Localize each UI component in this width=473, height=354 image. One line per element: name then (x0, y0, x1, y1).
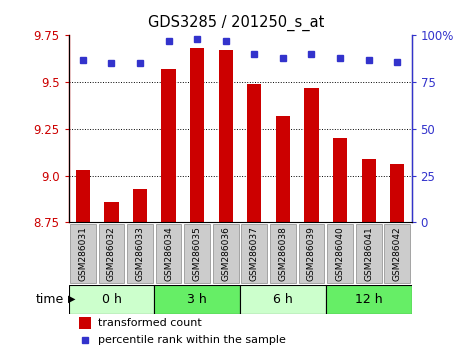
Bar (76, 170, 90, 222)
FancyBboxPatch shape (385, 224, 410, 283)
Text: 3 h: 3 h (187, 293, 207, 306)
Text: GSM286032: GSM286032 (107, 226, 116, 281)
Bar (247, 84, 262, 222)
Text: time: time (35, 293, 64, 306)
FancyBboxPatch shape (298, 224, 324, 283)
Text: 0 h: 0 h (102, 293, 122, 306)
Text: GSM286035: GSM286035 (193, 226, 201, 281)
Bar (304, 88, 319, 222)
Text: 12 h: 12 h (355, 293, 383, 306)
FancyBboxPatch shape (70, 224, 96, 283)
FancyBboxPatch shape (156, 224, 182, 283)
Text: transformed count: transformed count (98, 318, 201, 328)
Text: GSM286040: GSM286040 (335, 226, 344, 281)
Bar (105, 202, 119, 222)
Text: GSM286034: GSM286034 (164, 226, 173, 281)
FancyBboxPatch shape (154, 285, 240, 314)
FancyBboxPatch shape (327, 224, 353, 283)
Text: ▶: ▶ (68, 294, 75, 304)
Bar (390, 164, 404, 222)
FancyBboxPatch shape (98, 224, 124, 283)
Bar (79, 317, 91, 329)
FancyBboxPatch shape (69, 285, 154, 314)
FancyBboxPatch shape (240, 285, 326, 314)
Bar (161, 69, 176, 222)
Text: GSM286042: GSM286042 (393, 226, 402, 281)
Bar (361, 159, 376, 222)
Text: GSM286031: GSM286031 (79, 226, 88, 281)
Text: GDS3285 / 201250_s_at: GDS3285 / 201250_s_at (149, 15, 324, 31)
Bar (190, 48, 204, 222)
Text: GSM286037: GSM286037 (250, 226, 259, 281)
Text: 6 h: 6 h (273, 293, 293, 306)
FancyBboxPatch shape (326, 285, 412, 314)
FancyBboxPatch shape (356, 224, 382, 283)
Text: GSM286041: GSM286041 (364, 226, 373, 281)
FancyBboxPatch shape (213, 224, 238, 283)
FancyBboxPatch shape (127, 224, 153, 283)
Text: GSM286039: GSM286039 (307, 226, 316, 281)
Text: GSM286038: GSM286038 (279, 226, 288, 281)
FancyBboxPatch shape (270, 224, 296, 283)
Bar (133, 189, 147, 222)
Text: percentile rank within the sample: percentile rank within the sample (98, 335, 286, 345)
Bar (276, 116, 290, 222)
Text: GSM286036: GSM286036 (221, 226, 230, 281)
FancyBboxPatch shape (242, 224, 267, 283)
FancyBboxPatch shape (184, 224, 210, 283)
Text: GSM286033: GSM286033 (136, 226, 145, 281)
Bar (219, 50, 233, 222)
Bar (333, 138, 347, 222)
